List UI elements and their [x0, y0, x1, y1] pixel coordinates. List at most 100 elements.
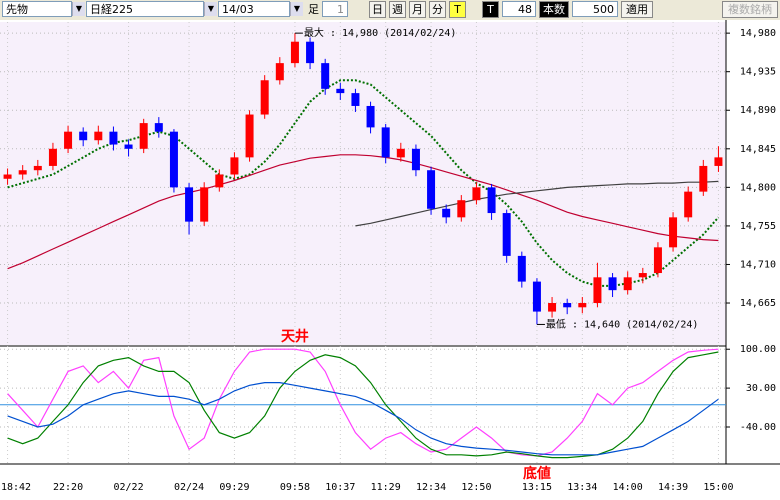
candle-body: [94, 131, 103, 141]
candle-body: [306, 41, 315, 64]
x-tick-label: 02/22: [114, 482, 144, 493]
candle-body: [230, 157, 239, 175]
bar-label: 足: [308, 3, 319, 16]
x-tick-label: 13:15: [522, 482, 552, 493]
annotation: 天井: [281, 328, 309, 345]
candle-body: [79, 131, 88, 141]
chart: 14,980 14,935 14,890 14,845 14,800 14,755 14,7…: [0, 20, 780, 500]
main-panel: [0, 22, 726, 345]
x-tick-label: 14:00: [613, 482, 643, 493]
month-button[interactable]: 月: [409, 1, 426, 18]
week-button[interactable]: 週: [389, 1, 406, 18]
y-tick-label: 14,980: [740, 28, 776, 39]
count-label: 本数: [539, 1, 569, 18]
annotation: 底値: [523, 465, 551, 482]
contract-select[interactable]: 14/03: [218, 1, 290, 17]
x-tick-label: 18:42: [1, 482, 31, 493]
candle-body: [48, 148, 57, 166]
candle-body: [290, 41, 299, 64]
count-value[interactable]: 500: [572, 1, 618, 17]
candle-body: [714, 157, 723, 166]
candle-body: [260, 80, 269, 115]
candle-body: [154, 123, 163, 132]
t-value[interactable]: 48: [502, 1, 536, 17]
candle-body: [699, 165, 708, 192]
candle-body: [442, 208, 451, 218]
candle-body: [215, 174, 224, 188]
candle-body: [185, 187, 194, 222]
candle-body: [623, 277, 632, 291]
y-tick-label: 30.00: [746, 383, 776, 394]
x-tick-label: 15:00: [703, 482, 733, 493]
count-value-text: 500: [593, 3, 614, 16]
candle-body: [3, 174, 12, 179]
candle-body: [139, 123, 148, 149]
annotation: 最大 : 14,980 (2014/02/24): [304, 26, 456, 39]
indicator-line: [7, 348, 719, 457]
x-tick-label: 09:29: [219, 482, 249, 493]
candle-body: [548, 303, 557, 312]
x-tick-label: 12:34: [416, 482, 446, 493]
day-button[interactable]: 日: [369, 1, 386, 18]
annotation: 最低 : 14,640 (2014/02/24): [546, 317, 698, 330]
market: 先物: [6, 3, 28, 16]
y-tick-label: 14,755: [740, 221, 776, 232]
index-select[interactable]: 日経225: [86, 1, 204, 17]
candle-body: [124, 144, 133, 149]
x-tick-label: 13:34: [567, 482, 597, 493]
x-tick-label: 10:37: [325, 482, 355, 493]
x-tick-label: 14:39: [658, 482, 688, 493]
candle-body: [608, 277, 617, 291]
y-tick-label: 14,890: [740, 105, 776, 116]
x-tick-label: 12:50: [461, 482, 491, 493]
candle-body: [33, 165, 42, 171]
candle-body: [64, 131, 73, 149]
candle-body: [653, 247, 662, 274]
candle-body: [578, 303, 587, 308]
candle-body: [245, 114, 254, 158]
candle-body: [532, 281, 541, 312]
market-select[interactable]: 先物: [2, 1, 72, 17]
candle-body: [336, 88, 345, 94]
dropdown[interactable]: ▼: [204, 2, 217, 16]
candle-body: [457, 200, 466, 218]
y-tick-label: 100.00: [740, 344, 776, 355]
candle-body: [321, 63, 330, 89]
candle-body: [109, 131, 118, 145]
index: 日経225: [90, 3, 133, 16]
indicator-line: [355, 180, 719, 227]
y-tick-label: 14,665: [740, 298, 776, 309]
bar-size[interactable]: 1: [322, 1, 348, 17]
candle-body: [638, 273, 647, 278]
candle-body: [396, 148, 405, 158]
candle-body: [517, 255, 526, 282]
apply-button[interactable]: 適用: [621, 1, 653, 18]
candle-body: [381, 127, 390, 158]
bar-size-value: 1: [337, 3, 344, 16]
dropdown[interactable]: ▼: [72, 2, 85, 16]
candle-body: [275, 63, 284, 81]
tick-button[interactable]: T: [449, 1, 466, 18]
t-label: T: [482, 1, 499, 18]
minute-button[interactable]: 分: [429, 1, 446, 18]
x-tick-label: 22:20: [53, 482, 83, 493]
toolbar: 先物 ▼ 日経225 ▼ 14/03 ▼ 足 1 日 週 月 分 T T 48 …: [0, 0, 780, 20]
candle-body: [593, 277, 602, 304]
candle-body: [366, 105, 375, 128]
multi-button[interactable]: 複数銘柄: [722, 1, 778, 18]
indicator-line: [7, 382, 719, 456]
y-tick-label: 14,800: [740, 182, 776, 193]
dropdown[interactable]: ▼: [290, 2, 303, 16]
candle-body: [427, 170, 436, 209]
indicator-line: [7, 154, 719, 270]
candle-body: [502, 213, 511, 256]
candle-body: [200, 187, 209, 222]
candle-body: [684, 191, 693, 218]
candle-body: [18, 170, 27, 175]
x-tick-label: 11:29: [371, 482, 401, 493]
candle-body: [487, 187, 496, 214]
x-tick-label: 02/24: [174, 482, 204, 493]
y-tick-label: 14,845: [740, 144, 776, 155]
candle-body: [472, 187, 481, 201]
